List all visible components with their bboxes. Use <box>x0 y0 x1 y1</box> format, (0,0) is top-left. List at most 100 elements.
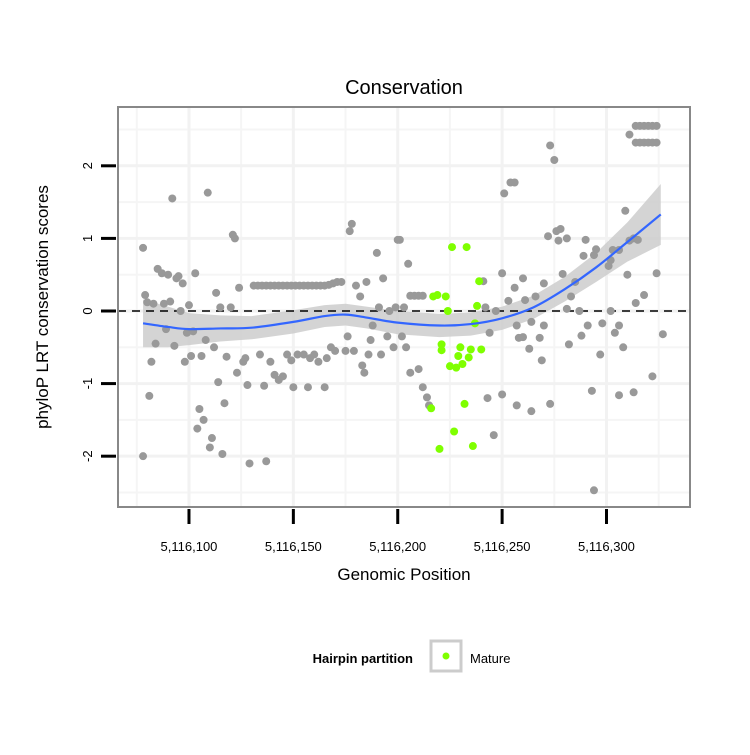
point-other <box>220 399 229 408</box>
point-other <box>379 274 388 283</box>
point-other <box>226 303 235 312</box>
point-other <box>168 194 177 203</box>
point-other <box>510 178 519 187</box>
point-other <box>331 346 340 355</box>
point-other <box>349 346 358 355</box>
point-other <box>320 383 329 392</box>
point-other <box>483 394 492 403</box>
confidence-band <box>143 183 661 348</box>
legend-key-mature-dot <box>442 652 450 660</box>
point-other <box>166 297 175 306</box>
point-other <box>283 350 292 359</box>
point-other <box>347 219 356 228</box>
point-other <box>187 352 196 361</box>
point-other <box>510 283 519 292</box>
point-other <box>391 303 400 312</box>
point-other <box>203 188 212 197</box>
point-other <box>210 343 219 352</box>
point-mature <box>427 404 436 413</box>
point-other <box>243 381 252 390</box>
point-other <box>383 332 392 341</box>
point-other <box>207 434 216 443</box>
point-other <box>255 350 264 359</box>
point-other <box>143 298 152 307</box>
y-tick-label: 1 <box>80 235 95 242</box>
smooth-fit-line <box>142 213 662 331</box>
point-mature <box>462 243 471 252</box>
point-other <box>598 319 607 328</box>
point-other <box>356 292 365 301</box>
point-other <box>303 383 312 392</box>
legend: Hairpin partition Mature <box>313 639 510 673</box>
point-mature <box>433 291 442 300</box>
y-tick-label: -2 <box>80 450 95 462</box>
point-other <box>648 372 657 381</box>
point-other <box>596 350 605 359</box>
point-other <box>535 333 544 342</box>
point-other <box>652 138 661 147</box>
point-other <box>214 378 223 387</box>
point-other <box>230 234 239 243</box>
point-other <box>531 292 540 301</box>
point-other <box>489 431 498 440</box>
x-tick-label: 5,116,300 <box>578 539 635 554</box>
smooth-line-layer <box>142 213 662 331</box>
point-other <box>623 270 632 279</box>
point-other <box>592 245 601 254</box>
x-tick-label: 5,116,100 <box>161 539 218 554</box>
point-mature <box>460 399 469 408</box>
point-mature <box>473 301 482 310</box>
point-other <box>550 155 559 164</box>
point-mature <box>456 343 465 352</box>
point-other <box>397 332 406 341</box>
point-other <box>232 368 241 377</box>
point-other <box>610 328 619 337</box>
point-other <box>537 356 546 365</box>
point-other <box>362 277 371 286</box>
point-mature <box>464 353 473 362</box>
point-other <box>360 368 369 377</box>
point-mature <box>454 352 463 361</box>
point-other <box>422 393 431 402</box>
point-other <box>546 141 555 150</box>
point-other <box>652 269 661 278</box>
point-other <box>176 306 185 315</box>
point-other <box>581 235 590 244</box>
point-other <box>481 303 490 312</box>
point-other <box>157 269 166 278</box>
point-other <box>337 277 346 286</box>
point-other <box>567 292 576 301</box>
point-other <box>587 386 596 395</box>
point-mature <box>437 340 446 349</box>
point-other <box>159 299 168 308</box>
point-other <box>658 330 667 339</box>
point-other <box>199 415 208 424</box>
y-axis: -2 -1 0 1 2 <box>80 162 116 462</box>
point-other <box>299 350 308 359</box>
point-other <box>374 303 383 312</box>
point-other <box>351 281 360 290</box>
point-other <box>212 288 221 297</box>
point-other <box>262 457 271 466</box>
point-other <box>377 350 386 359</box>
point-other <box>180 357 189 366</box>
point-other <box>491 306 500 315</box>
point-other <box>539 321 548 330</box>
point-other <box>197 352 206 361</box>
point-other <box>527 317 536 326</box>
point-other <box>151 339 160 348</box>
x-tick-label: 5,116,200 <box>369 539 426 554</box>
point-other <box>389 343 398 352</box>
point-mature <box>437 346 446 355</box>
point-other <box>218 450 227 459</box>
point-other <box>366 336 375 345</box>
point-other <box>222 352 231 361</box>
point-other <box>174 272 183 281</box>
point-other <box>364 350 373 359</box>
y-tick-label: 2 <box>80 162 95 169</box>
point-other <box>289 383 298 392</box>
point-other <box>575 306 584 315</box>
x-tick-label: 5,116,150 <box>265 539 322 554</box>
point-other <box>372 248 381 257</box>
